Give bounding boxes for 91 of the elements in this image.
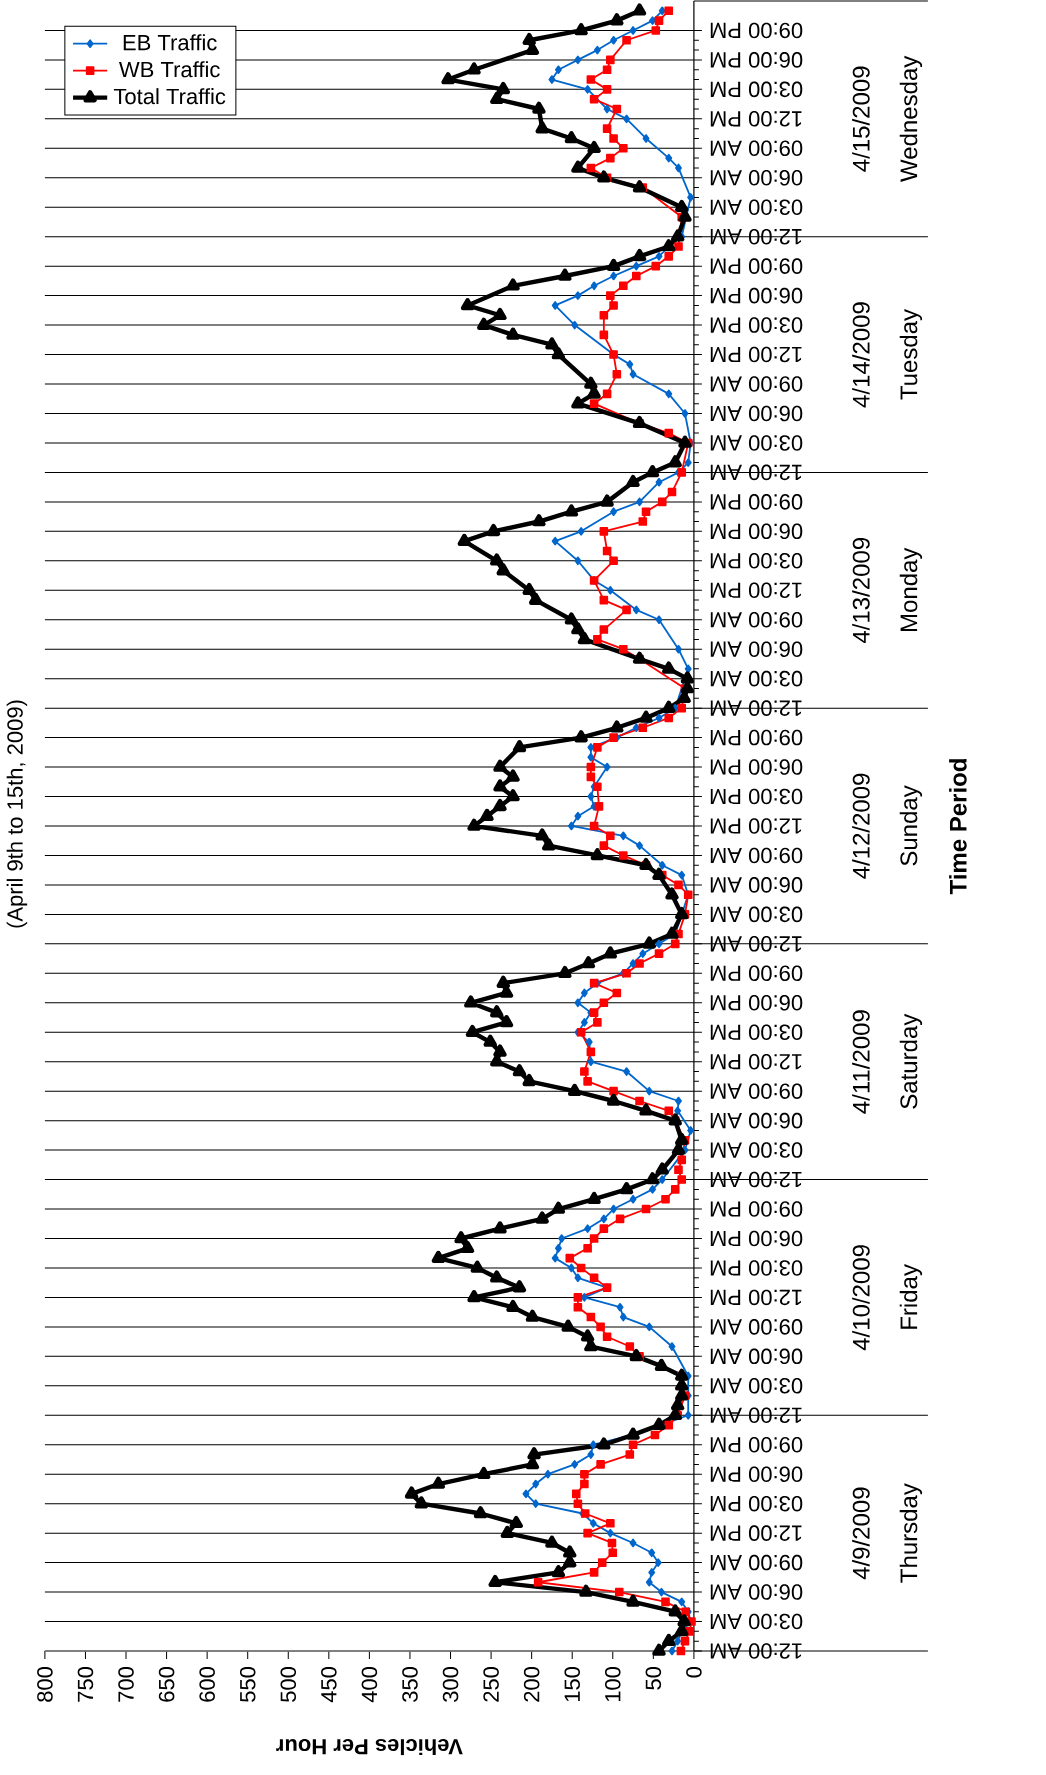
text: Saturday — [899, 1013, 923, 1109]
y-tick-label: 12:00 AM — [710, 1407, 802, 1424]
y-tick-label: 06:00 PM — [710, 1230, 803, 1247]
y-tick-label: 09:00 PM — [710, 22, 803, 39]
y-tick-label: 09:00 AM — [710, 1319, 803, 1335]
x-tick-label: 0 — [686, 1666, 702, 1678]
y-tick-label: 03:00 AM — [710, 670, 803, 687]
y-tick-label: 06:00 AM — [710, 405, 803, 422]
x-tick-label: 50 — [645, 1666, 662, 1690]
y-tick-label: 09:00 PM — [710, 258, 803, 274]
y-tick-label: 12:00 PM — [710, 111, 802, 127]
x-tick-label: 400 — [361, 1666, 378, 1703]
y-tick-label: 09:00 AM — [710, 1554, 803, 1571]
text: Wednesday — [899, 55, 923, 182]
text: Monday — [899, 547, 923, 631]
y-tick-label: 12:00 AM — [710, 1643, 802, 1659]
text: Thursday — [899, 1483, 923, 1583]
text: Time Period — [949, 759, 967, 895]
x-tick-label: 650 — [158, 1666, 175, 1702]
y-tick-label: 06:00 AM — [710, 1348, 803, 1365]
y-tick-label: 09:00 PM — [710, 1436, 803, 1453]
text: 4/13/2009 — [852, 538, 870, 644]
y-tick-label: 03:00 AM — [710, 435, 803, 451]
y-tick-label: 12:00 PM — [710, 1053, 802, 1070]
x-tick-label: 600 — [199, 1666, 215, 1702]
text: 4/15/2009 — [852, 66, 870, 172]
y-tick-label: 09:00 PM — [710, 1201, 803, 1217]
y-tick-label: 06:00 PM — [710, 759, 803, 775]
y-tick-label: 12:00 AM — [710, 936, 802, 952]
text: Friday — [899, 1264, 923, 1329]
y-tick-label: 03:00 PM — [710, 553, 803, 569]
y-tick-label: 12:00 PM — [710, 346, 802, 363]
x-tick-label: 200 — [523, 1666, 540, 1702]
y-tick-label: 03:00 PM — [710, 1495, 803, 1512]
y-tick-label: 06:00 PM — [710, 52, 803, 68]
text: (April 9th to 15th, 2009) — [6, 700, 28, 928]
x-axis-title: Vehicles Per Hour — [276, 1738, 463, 1756]
y-tick-label: 09:00 PM — [710, 494, 803, 510]
y-tick-label: 06:00 AM — [710, 1584, 803, 1600]
y-tick-label: 06:00 PM — [710, 287, 803, 304]
x-tick-label: 100 — [605, 1666, 621, 1702]
text: 4/12/2009 — [852, 773, 870, 879]
x-tick-label: 150 — [564, 1666, 581, 1702]
x-tick-label: 250 — [483, 1666, 499, 1702]
y-tick-label: 12:00 AM — [710, 700, 802, 716]
y-tick-label: 06:00 PM — [710, 1466, 803, 1482]
legend-label: Total Traffic — [113, 88, 226, 105]
y-tick-label: 06:00 PM — [710, 523, 803, 540]
text: 4/14/2009 — [852, 302, 870, 408]
y-tick-label: 09:00 PM — [710, 965, 803, 982]
x-tick-label: 350 — [402, 1666, 418, 1702]
y-tick-label: 03:00 AM — [710, 1613, 803, 1630]
y-tick-label: 06:00 AM — [710, 877, 803, 893]
x-tick-label: 300 — [442, 1666, 459, 1702]
x-tick-label: 700 — [118, 1666, 134, 1702]
y-tick-label: 03:00 AM — [710, 1142, 803, 1158]
y-tick-label: 12:00 AM — [710, 228, 802, 245]
text: Sunday — [899, 785, 923, 866]
y-tick-label: 06:00 AM — [710, 1112, 803, 1129]
y-tick-label: 03:00 AM — [710, 199, 803, 215]
y-tick-label: 12:00 PM — [710, 1525, 802, 1541]
y-tick-label: 12:00 PM — [710, 818, 802, 834]
y-tick-label: 03:00 PM — [710, 1024, 803, 1040]
y-tick-label: 12:00 PM — [710, 582, 802, 599]
text: 4/10/2009 — [852, 1245, 870, 1351]
x-tick-label: 750 — [77, 1666, 94, 1702]
y-tick-label: 09:00 AM — [710, 140, 803, 157]
y-tick-label: 09:00 AM — [710, 847, 803, 864]
y-tick-label: 06:00 PM — [710, 994, 803, 1011]
x-tick-label: 500 — [280, 1666, 297, 1702]
y-tick-label: 03:00 PM — [710, 1260, 803, 1276]
y-tick-label: 03:00 PM — [710, 788, 803, 805]
text: 4/9/2009 — [852, 1487, 870, 1580]
y-tick-label: 03:00 AM — [710, 906, 803, 923]
y-tick-label: 09:00 PM — [710, 729, 803, 746]
y-tick-label: 06:00 AM — [710, 641, 803, 657]
x-tick-label: 800 — [37, 1666, 53, 1702]
x-tick-label: 550 — [239, 1666, 256, 1702]
legend-label: EB Traffic — [123, 34, 217, 51]
x-tick-label: 450 — [321, 1666, 337, 1703]
y-tick-label: 12:00 PM — [710, 1289, 802, 1306]
y-tick-label: 09:00 AM — [710, 1083, 803, 1099]
y-tick-label: 03:00 AM — [710, 1378, 803, 1394]
y-tick-label: 03:00 PM — [710, 81, 803, 98]
text: Tuesday — [899, 309, 923, 400]
legend-label: WB Traffic — [119, 61, 220, 78]
y-tick-label: 09:00 AM — [710, 376, 803, 392]
y-tick-label: 03:00 PM — [710, 317, 803, 333]
y-tick-label: 09:00 AM — [710, 611, 803, 628]
y-tick-label: 06:00 AM — [710, 169, 803, 186]
text: 4/11/2009 — [852, 1010, 870, 1114]
